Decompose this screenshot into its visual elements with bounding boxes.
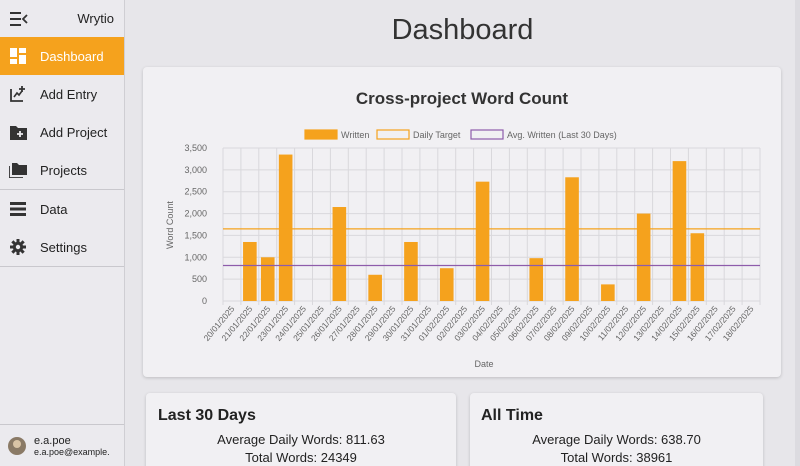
bar (243, 241, 257, 301)
user-name: e.a.poe (34, 434, 71, 447)
sidebar-header: Wrytio (0, 0, 124, 37)
total-words: Total Words: 38961 (560, 450, 673, 465)
y-tick-label: 2,500 (184, 187, 207, 197)
legend-swatch (304, 129, 338, 140)
sidebar-item-data[interactable]: Data (0, 190, 124, 228)
page-title: Dashboard (391, 14, 534, 46)
legend-label: Daily Target (413, 130, 461, 140)
word-count-chart: 05001,0001,5002,0002,5003,0003,50020/01/… (165, 129, 761, 369)
sidebar-item-projects[interactable]: Projects (0, 151, 124, 189)
chart-card: Cross-project Word Count 0 500 1,000 1,500 2… (143, 67, 781, 377)
bar (601, 284, 615, 301)
sidebar-item-label: Add Entry (40, 86, 98, 102)
legend-swatch (470, 129, 504, 140)
y-tick-label: 1,000 (184, 252, 207, 262)
last-30-days-card: Last 30 Days Average Daily Words: 811.63… (146, 393, 456, 466)
sidebar-divider (0, 266, 124, 267)
bar (529, 258, 544, 301)
stat-card-title: Last 30 Days (158, 407, 256, 424)
average-daily-words: Average Daily Words: 638.70 (532, 432, 701, 447)
y-tick-label: 3,000 (184, 165, 207, 175)
x-axis-title: Date (474, 359, 493, 369)
legend-swatch (376, 129, 410, 140)
bar (439, 268, 454, 301)
y-tick-label: 500 (192, 274, 207, 284)
sidebar-divider (0, 189, 124, 190)
sidebar-item-label: Projects (40, 162, 87, 178)
bar (672, 161, 687, 301)
sidebar: Wrytio Dashboard Add Entry Add Project P… (0, 0, 125, 466)
list-icon (9, 200, 27, 218)
sidebar-item-dashboard[interactable]: Dashboard (0, 37, 124, 75)
dashboard-icon (9, 47, 27, 65)
folders-icon (9, 161, 27, 179)
bar (278, 154, 293, 301)
sidebar-item-label: Dashboard (40, 48, 104, 64)
avatar (8, 436, 26, 455)
bar (636, 213, 651, 301)
user-email: e.a.poe@example.com (34, 446, 110, 457)
bar (475, 181, 490, 301)
sidebar-item-add-project[interactable]: Add Project (0, 113, 124, 151)
stat-card-title: All Time (481, 407, 543, 424)
main-content: Dashboard Cross-project Word Count 0 500 1… (125, 0, 800, 466)
bar (565, 177, 579, 301)
page-scrollbar[interactable] (795, 0, 800, 466)
legend-label: Avg. Written (Last 30 Days) (507, 130, 617, 140)
bar (260, 257, 275, 301)
bar (404, 241, 418, 301)
legend-label: Written (341, 130, 369, 140)
bar (368, 274, 382, 301)
average-daily-words: Average Daily Words: 811.63 (217, 432, 385, 447)
app-name: Wrytio (77, 11, 114, 26)
menu-collapse-icon[interactable] (10, 11, 28, 26)
sidebar-item-add-entry[interactable]: Add Entry (0, 75, 124, 113)
y-axis-title: Word Count (165, 201, 175, 249)
chart-title: Cross-project Word Count (355, 89, 569, 108)
gear-icon (9, 238, 27, 256)
y-tick-label: 1,500 (184, 230, 207, 240)
user-profile[interactable]: e.a.poe e.a.poe@example.com (0, 424, 124, 466)
add-entry-icon (9, 85, 27, 103)
sidebar-item-settings[interactable]: Settings (0, 228, 124, 266)
y-tick-label: 3,500 (184, 143, 207, 153)
bar (332, 207, 347, 301)
add-folder-icon (9, 123, 27, 141)
all-time-card: All Time Average Daily Words: 638.70 Tot… (470, 393, 763, 466)
sidebar-item-label: Data (40, 201, 68, 217)
y-tick-label: 2,000 (184, 209, 207, 219)
sidebar-item-label: Add Project (40, 124, 108, 140)
bar (690, 233, 705, 301)
total-words: Total Words: 24349 (245, 450, 357, 465)
y-tick-label: 0 (202, 296, 207, 306)
sidebar-item-label: Settings (40, 239, 87, 255)
